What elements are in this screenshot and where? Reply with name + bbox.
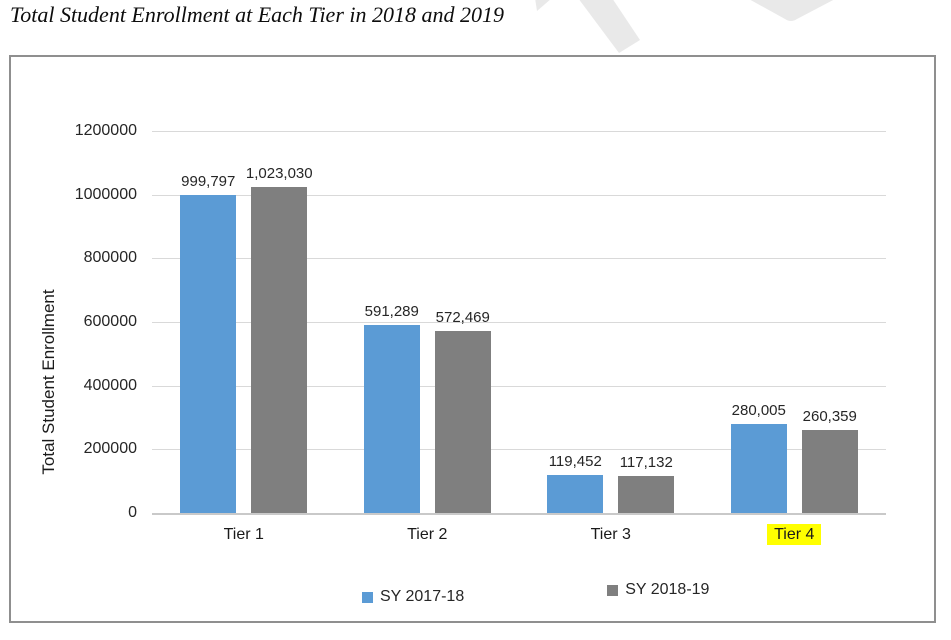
bar-value-label: 260,359	[802, 408, 857, 426]
category-label-tier-2: Tier 2	[407, 526, 448, 543]
chart-frame: Total Student Enrollment 1200000 1000000 8…	[9, 55, 936, 623]
bar-value-label: 591,289	[364, 302, 419, 320]
legend-label: SY 2018-19	[625, 581, 710, 598]
y-tick-label: 800000	[83, 249, 137, 266]
x-axis-category-labels: Tier 1 Tier 2 Tier 3 Tier 4	[152, 524, 887, 545]
y-tick-label: 600000	[83, 313, 137, 330]
bar-group-tier-1: 999,797 1,023,030	[152, 165, 336, 513]
bar-value-label: 117,132	[619, 453, 673, 471]
bar-groups: 999,797 1,023,030 591,289 572,469 119,452 117…	[152, 131, 886, 513]
plot-area: 999,797 1,023,030 591,289 572,469 119,452 117…	[152, 131, 886, 515]
gridline	[152, 449, 886, 450]
bar-sy-2017-18-tier-1: 999,797	[180, 173, 237, 513]
gridline	[152, 131, 886, 132]
bar-value-label: 119,452	[548, 453, 602, 470]
bar-sy-2017-18-tier-4: 280,005	[730, 402, 787, 513]
bar-sy-2018-19-tier-1: 1,023,030	[246, 165, 313, 513]
watermark-shape	[579, 0, 640, 53]
bar-group-tier-4: 280,005 260,359	[703, 402, 887, 513]
y-tick-label: 0	[128, 504, 137, 521]
bar-value-label: 1,023,030	[245, 165, 313, 183]
gridline	[152, 386, 886, 387]
y-tick-label: 1000000	[74, 186, 137, 203]
bar-value-label: 572,469	[435, 308, 490, 326]
bar-group-tier-3: 119,452 117,132	[519, 453, 703, 513]
bar-sy-2018-19-tier-2: 572,469	[434, 309, 491, 513]
y-tick-label: 200000	[83, 440, 137, 457]
bar-sy-2018-19-tier-4: 260,359	[801, 408, 858, 513]
y-tick-label: 400000	[83, 377, 137, 394]
gridline	[152, 258, 886, 259]
highlighted-category-label: Tier 4	[767, 524, 822, 545]
bar-sy-2017-18-tier-2: 591,289	[363, 303, 420, 513]
bar-group-tier-2: 591,289 572,469	[336, 303, 520, 513]
page-title: Total Student Enrollment at Each Tier in…	[10, 2, 504, 27]
legend-label: SY 2017-18	[380, 588, 465, 605]
category-label-tier-1: Tier 1	[223, 526, 264, 543]
category-label-tier-4: Tier 4	[703, 524, 887, 545]
legend-swatch	[607, 584, 619, 596]
watermark-shape	[535, 0, 550, 11]
bar-value-label: 999,797	[181, 172, 236, 190]
category-label-tier-3: Tier 3	[590, 526, 631, 543]
bar-sy-2017-18-tier-3: 119,452	[547, 453, 604, 513]
legend-item-sy-2018-19: SY 2018-19	[607, 581, 709, 599]
bar-value-label: 280,005	[731, 401, 786, 419]
y-tick-label: 1200000	[74, 122, 137, 139]
legend-item-sy-2017-18: SY 2017-18	[362, 588, 464, 606]
gridline	[152, 322, 886, 323]
bar-sy-2018-19-tier-3: 117,132	[618, 454, 675, 513]
watermark-shape	[750, 0, 834, 21]
legend-swatch	[362, 591, 373, 603]
gridline	[152, 195, 886, 196]
legend: SY 2017-18 SY 2018-19	[362, 581, 709, 606]
